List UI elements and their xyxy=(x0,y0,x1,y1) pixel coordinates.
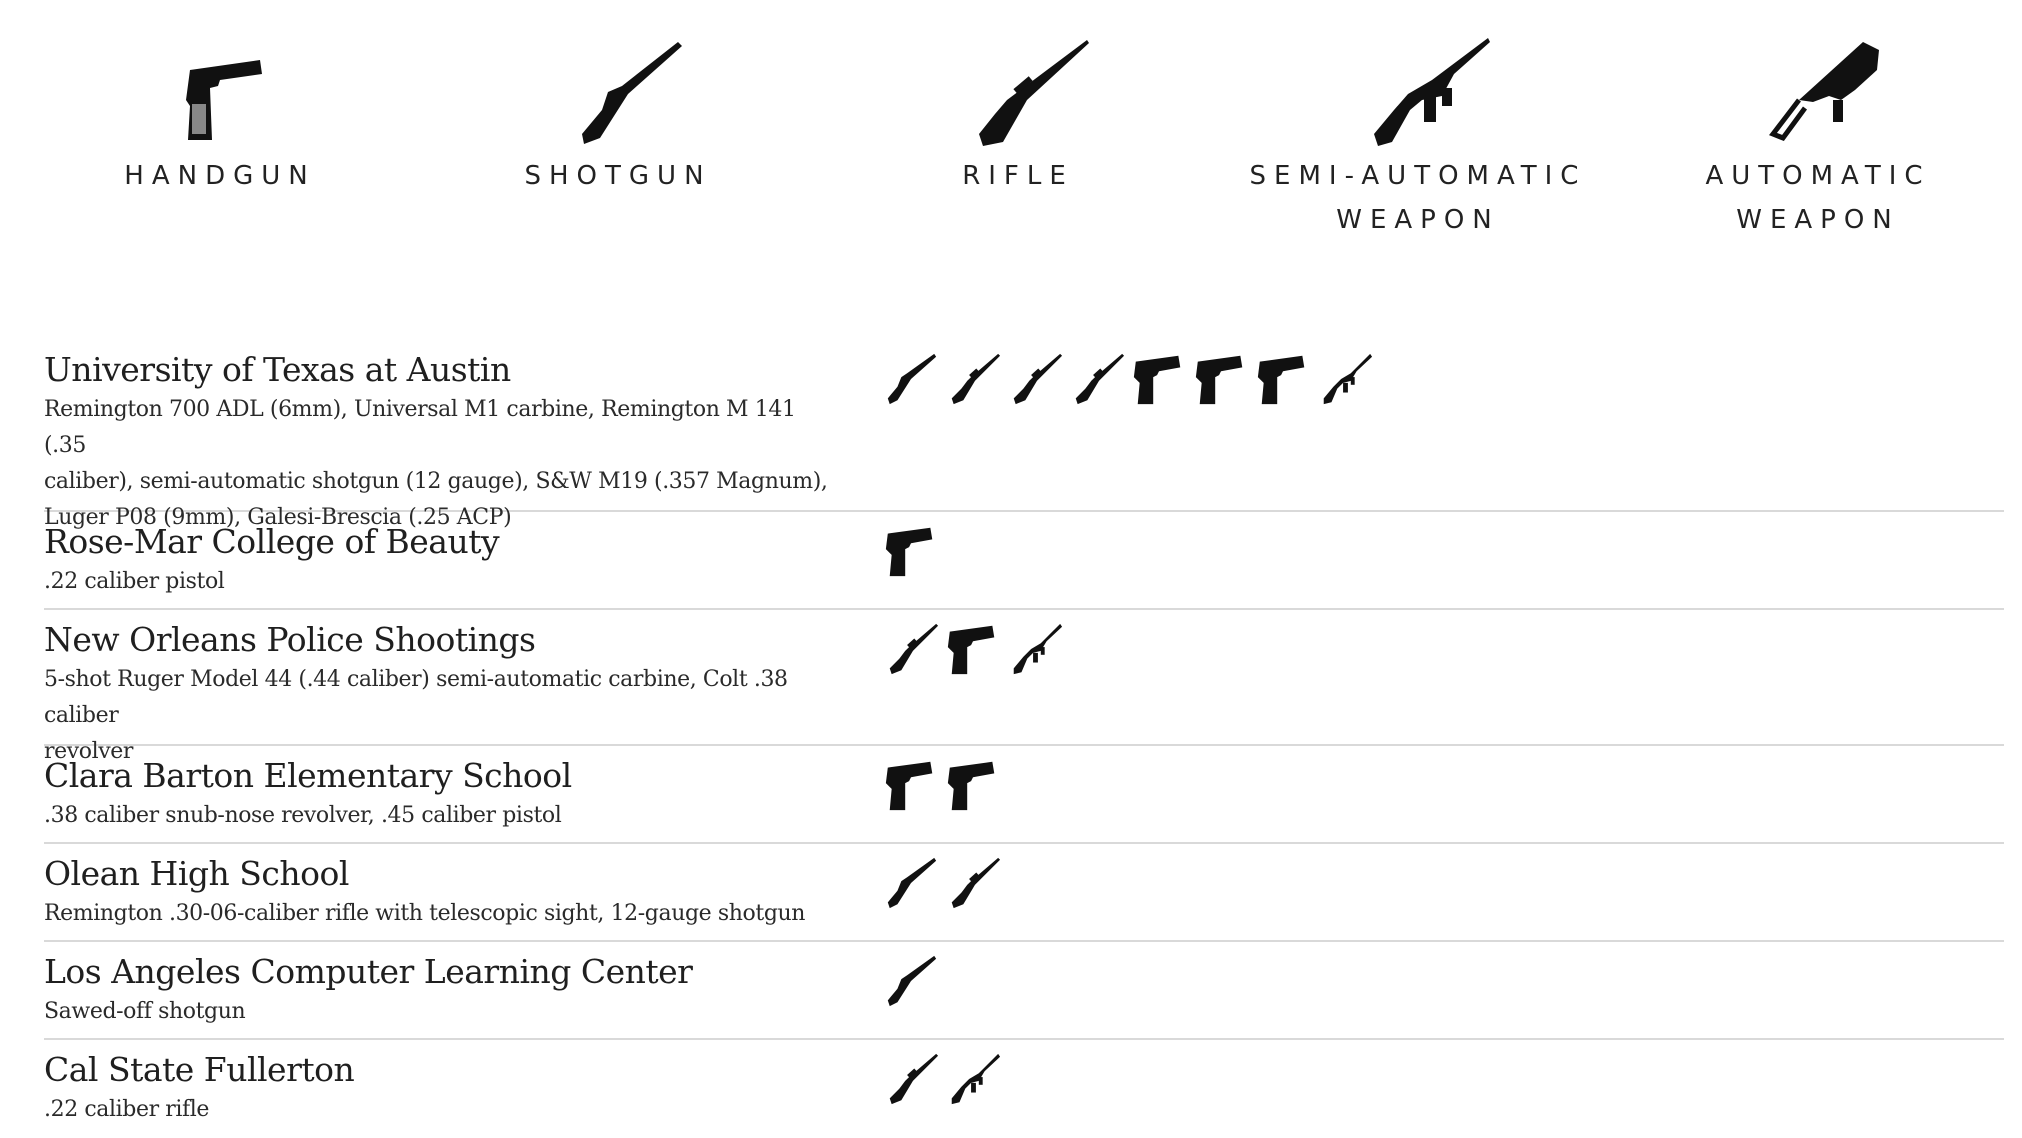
weapons-description: 5-shot Ruger Model 44 (.44 caliber) semi… xyxy=(44,667,788,728)
shotgun-icon xyxy=(887,857,937,909)
legend-automatic-weapon: AUTOMATIC WEAPON xyxy=(1618,30,2018,240)
list-item: Los Angeles Computer Learning Center Saw… xyxy=(44,942,2004,1040)
automatic-weapon-icon xyxy=(1769,42,1879,142)
semi-automatic-weapon-icon xyxy=(1013,623,1063,675)
incident-title: Olean High School xyxy=(44,854,349,893)
rifle-icon xyxy=(889,623,939,675)
weapon-type-legend: HANDGUN SHOTGUN RIFLE SEMI-AUTOMATIC WEA… xyxy=(0,0,2022,290)
handgun-icon xyxy=(1257,355,1305,405)
rifle-icon xyxy=(1013,353,1063,405)
legend-label: SEMI-AUTOMATIC xyxy=(1249,161,1587,191)
shotgun-icon xyxy=(582,42,682,144)
incident-title: University of Texas at Austin xyxy=(44,350,511,389)
weapon-icons xyxy=(882,520,944,590)
weapon-icons xyxy=(882,1048,1006,1118)
weapons-description: .22 caliber pistol xyxy=(44,569,225,594)
legend-label: RIFLE xyxy=(962,161,1074,191)
weapons-description: Sawed-off shotgun xyxy=(44,999,246,1024)
incident-title: Clara Barton Elementary School xyxy=(44,756,572,795)
handgun-icon xyxy=(947,761,995,811)
shooting-list: University of Texas at Austin Remington … xyxy=(44,340,2004,1138)
list-item: Cal State Fullerton .22 caliber rifle xyxy=(44,1040,2004,1138)
weapon-icons xyxy=(882,754,1006,824)
weapons-description: Remington 700 ADL (6mm), Universal M1 ca… xyxy=(44,397,796,458)
rifle-icon xyxy=(951,353,1001,405)
legend-handgun: HANDGUN xyxy=(20,30,420,200)
weapon-icons xyxy=(882,618,1068,688)
list-item: Clara Barton Elementary School .38 calib… xyxy=(44,746,2004,844)
handgun-icon xyxy=(1133,355,1181,405)
semi-automatic-weapon-icon xyxy=(1323,353,1373,405)
weapons-description-line3: Luger P08 (9mm), Galesi-Brescia (.25 ACP… xyxy=(44,505,512,530)
list-item: New Orleans Police Shootings 5-shot Ruge… xyxy=(44,610,2004,764)
list-item: Olean High School Remington .30-06-calib… xyxy=(44,844,2004,942)
shotgun-icon xyxy=(887,353,937,405)
weapons-description: .22 caliber rifle xyxy=(44,1097,210,1122)
weapon-icons xyxy=(882,950,944,1020)
legend-label: AUTOMATIC xyxy=(1705,161,1931,191)
legend-shotgun: SHOTGUN xyxy=(418,30,818,200)
legend-rifle: RIFLE xyxy=(818,30,1218,200)
list-item: University of Texas at Austin Remington … xyxy=(44,340,2004,530)
legend-label: HANDGUN xyxy=(124,161,316,191)
semi-automatic-weapon-icon xyxy=(951,1053,1001,1105)
weapons-description-line2: revolver xyxy=(44,739,134,764)
legend-label-line2: WEAPON xyxy=(1336,205,1500,235)
semi-automatic-weapon-icon xyxy=(1374,38,1490,146)
incident-title: Rose-Mar College of Beauty xyxy=(44,522,500,561)
handgun-icon xyxy=(885,761,933,811)
incident-title: Cal State Fullerton xyxy=(44,1050,355,1089)
rifle-icon xyxy=(889,1053,939,1105)
legend-semi-automatic-weapon: SEMI-AUTOMATIC WEAPON xyxy=(1218,30,1618,240)
handgun-icon xyxy=(186,60,262,140)
handgun-icon xyxy=(885,527,933,577)
weapon-icons xyxy=(882,348,1378,418)
weapons-description: Remington .30-06-caliber rifle with tele… xyxy=(44,901,806,926)
rifle-icon xyxy=(951,857,1001,909)
weapon-icons xyxy=(882,852,1006,922)
incident-title: Los Angeles Computer Learning Center xyxy=(44,952,693,991)
weapons-description-line2: caliber), semi-automatic shotgun (12 gau… xyxy=(44,469,828,494)
list-item: Rose-Mar College of Beauty .22 caliber p… xyxy=(44,512,2004,610)
handgun-icon xyxy=(947,625,995,675)
incident-title: New Orleans Police Shootings xyxy=(44,620,536,659)
weapons-description: .38 caliber snub-nose revolver, .45 cali… xyxy=(44,803,562,828)
shotgun-icon xyxy=(887,955,937,1007)
legend-label: SHOTGUN xyxy=(524,161,712,191)
handgun-icon xyxy=(1195,355,1243,405)
rifle-icon xyxy=(979,40,1089,146)
legend-label-line2: WEAPON xyxy=(1736,205,1900,235)
rifle-icon xyxy=(1075,353,1125,405)
